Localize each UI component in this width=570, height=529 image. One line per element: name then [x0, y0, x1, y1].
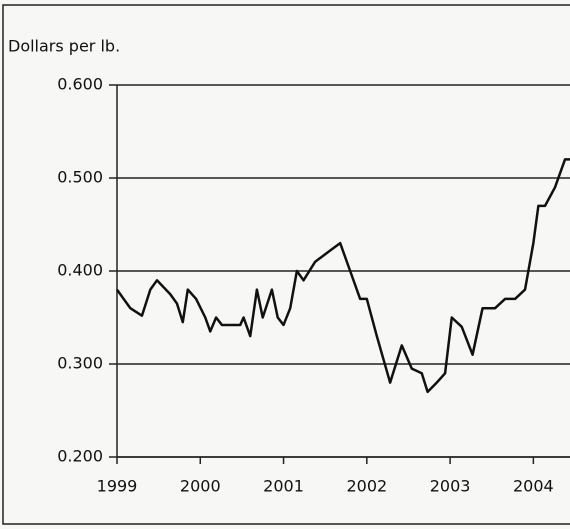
x-tick-label: 2000 — [180, 477, 221, 496]
frame — [2, 4, 570, 525]
x-tick-label: 2001 — [263, 477, 304, 496]
x-tick-label: 1999 — [97, 477, 138, 496]
y-axis-label: Dollars per lb. — [8, 37, 120, 56]
y-tick-label: 0.600 — [57, 75, 103, 94]
y-tick-label: 0.400 — [57, 261, 103, 280]
x-tick-label: 2003 — [430, 477, 471, 496]
data-line — [115, 158, 570, 394]
y-tick-label: 0.500 — [57, 168, 103, 187]
x-tick-label: 2002 — [346, 477, 387, 496]
y-tick-label: 0.200 — [57, 447, 103, 466]
y-tick-label: 0.300 — [57, 354, 103, 373]
x-tick-label: 2004 — [513, 477, 554, 496]
